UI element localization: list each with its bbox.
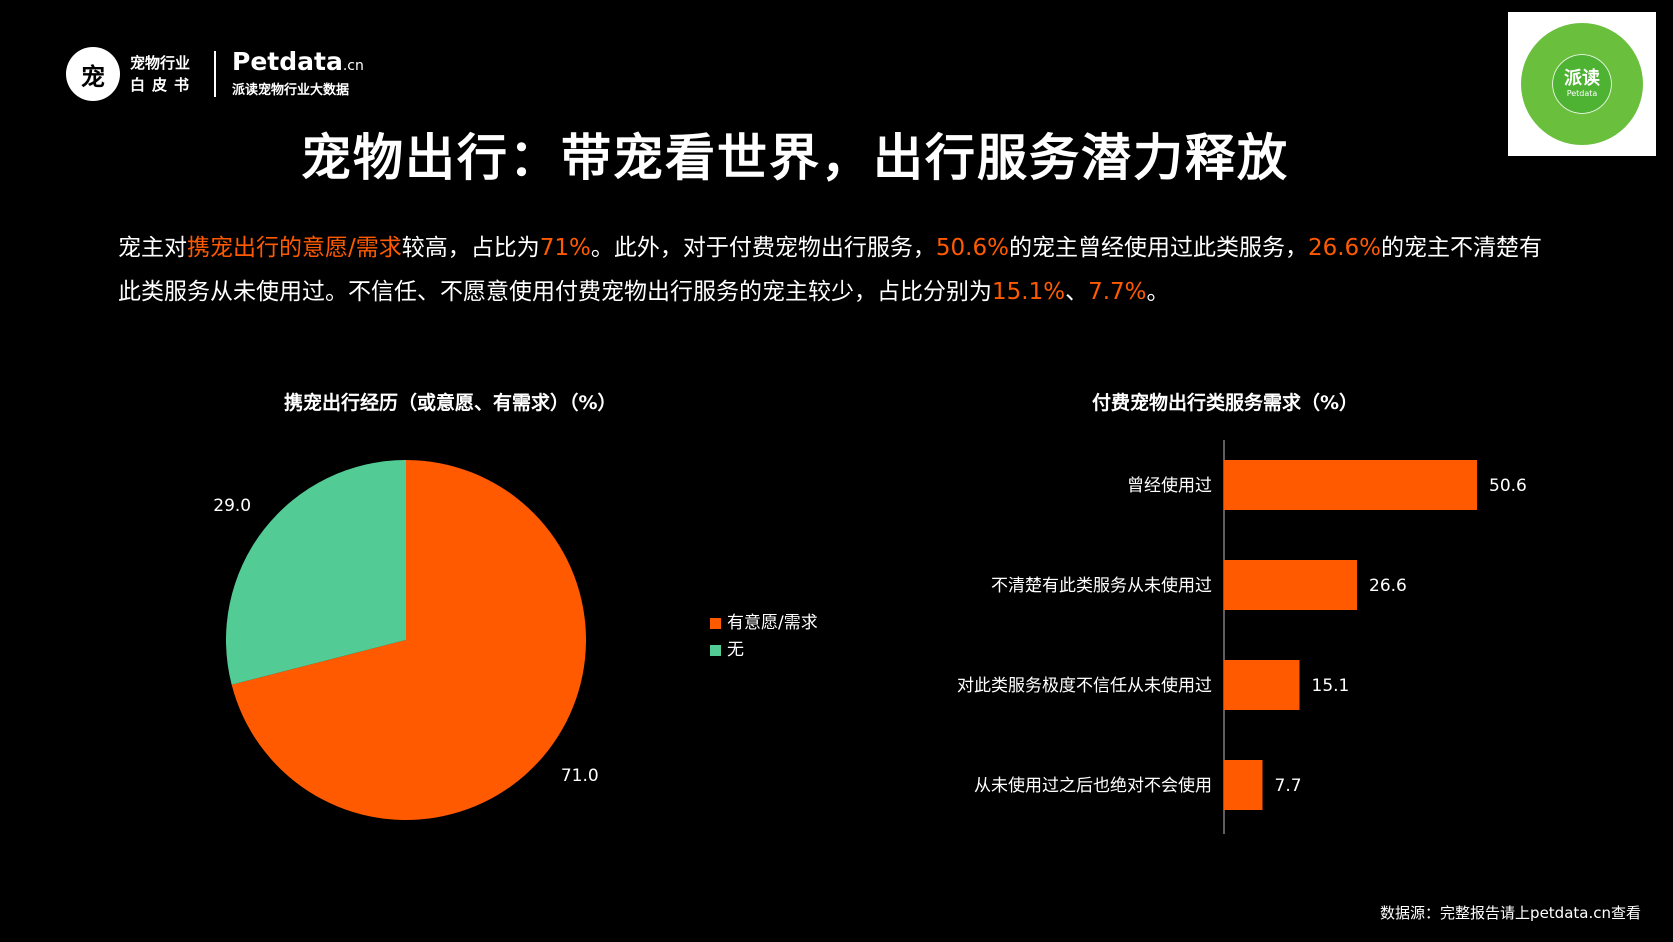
source-note: 数据源：完整报告请上petdata.cn查看: [1380, 904, 1641, 922]
desc-text: 。: [1146, 279, 1170, 305]
brand-name: Petdata.cn: [232, 48, 364, 80]
desc-text: 的宠主曾经使用过此类服务，: [1008, 235, 1308, 261]
brand-text: Petdata: [232, 47, 343, 76]
bar-value-label: 50.6: [1489, 476, 1527, 496]
bar-chart-title: 付费宠物出行类服务需求（%）: [1092, 392, 1359, 414]
desc-highlight: 26.6%: [1307, 235, 1382, 261]
bar-chart: 曾经使用过 50.6 不清楚有此类服务从未使用过 26.6 对此类服务极度不信任从未使用…: [957, 440, 1527, 834]
logo-cn-line1: 宠物行业: [130, 54, 191, 72]
bar-category-label: 不清楚有此类服务从未使用过: [991, 575, 1212, 596]
pie-value-label: 71.0: [561, 766, 599, 786]
desc-text: 宠主对: [118, 235, 187, 261]
bar: [1224, 560, 1357, 610]
pie-slice: [231, 460, 587, 820]
legend-item: 有意愿/需求: [710, 610, 818, 637]
brand-subtitle: 派读宠物行业大数据: [232, 83, 350, 98]
desc-highlight: 15.1%: [992, 279, 1066, 305]
logo-divider: [214, 51, 216, 97]
qr-sub: Petdata: [1566, 89, 1598, 98]
desc-highlight: 71%: [539, 235, 591, 261]
qr-code: 派读 Petdata: [1508, 12, 1656, 156]
pie-chart: 71.0 29.0: [213, 460, 599, 820]
whitepaper-label: 宠物行业 白皮书: [130, 52, 204, 96]
desc-text: 。此外，对于付费宠物出行服务，: [590, 235, 936, 261]
bar-value-label: 15.1: [1312, 676, 1350, 696]
page-title: 宠物出行：带宠看世界，出行服务潜力释放: [301, 129, 1289, 187]
bar-value-label: 7.7: [1275, 776, 1302, 796]
pie-legend: 有意愿/需求 无: [710, 610, 818, 664]
legend-item: 无: [710, 637, 818, 664]
legend-swatch: [710, 618, 721, 629]
qr-center-badge: 派读 Petdata: [1553, 55, 1611, 113]
bar-category-label: 从未使用过之后也绝对不会使用: [974, 775, 1212, 796]
qr-label: 派读: [1564, 68, 1600, 89]
petdata-logo: Petdata.cn 派读宠物行业大数据: [232, 48, 364, 100]
legend-label: 有意愿/需求: [727, 613, 818, 633]
pie-chart-title: 携宠出行经历（或意愿、有需求）（%）: [284, 392, 617, 414]
desc-highlight: 7.7%: [1088, 279, 1147, 305]
pie-slice: [226, 460, 406, 685]
summary-text: 宠主对携宠出行的意愿/需求较高，占比为71%。此外，对于付费宠物出行服务，50.…: [118, 226, 1558, 314]
desc-text: 的宠主不清楚有此类服务从未使用过。不信任、不愿意使用付费宠物出行服务的宠主较少，…: [118, 235, 1543, 305]
desc-text: 较高，占比为: [401, 235, 540, 261]
desc-highlight: 携宠出行的意愿/需求: [187, 235, 402, 261]
bar-category-label: 曾经使用过: [1127, 475, 1212, 496]
bar-value-label: 26.6: [1369, 576, 1407, 596]
bar-category-label: 对此类服务极度不信任从未使用过: [957, 675, 1212, 696]
brand-logo: 宠 宠物行业 白皮书 Petdata.cn 派读宠物行业大数据: [66, 46, 364, 102]
legend-swatch: [710, 645, 721, 656]
pet-logo-icon: 宠: [66, 47, 120, 101]
miniprogram-code-icon: 派读 Petdata: [1521, 23, 1643, 145]
desc-highlight: 50.6%: [935, 235, 1009, 261]
bar: [1224, 460, 1477, 510]
legend-label: 无: [727, 640, 744, 660]
logo-cn-line2: 白皮书: [130, 76, 197, 94]
pie-value-label: 29.0: [213, 496, 251, 516]
bar: [1224, 660, 1300, 710]
bar: [1224, 760, 1263, 810]
desc-text: 、: [1065, 279, 1089, 305]
brand-suffix: .cn: [342, 58, 364, 74]
